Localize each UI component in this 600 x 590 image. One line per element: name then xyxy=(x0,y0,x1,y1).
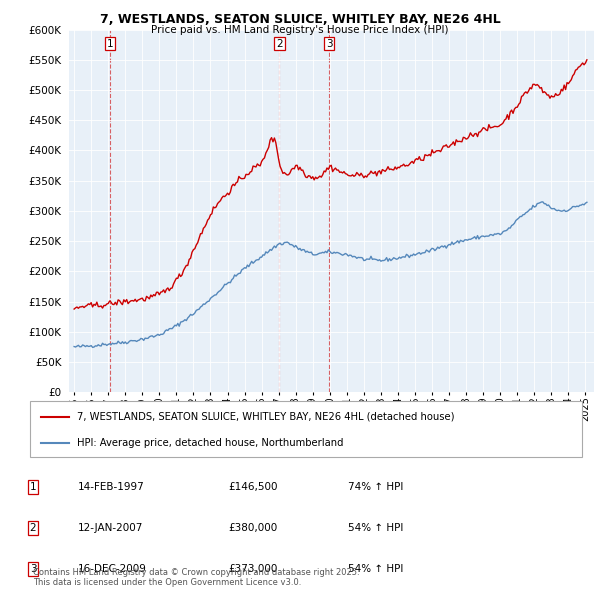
Text: £380,000: £380,000 xyxy=(228,523,277,533)
Text: 1: 1 xyxy=(107,38,113,48)
Text: 3: 3 xyxy=(29,565,37,574)
Text: £373,000: £373,000 xyxy=(228,565,277,574)
Text: 16-DEC-2009: 16-DEC-2009 xyxy=(78,565,147,574)
Text: 14-FEB-1997: 14-FEB-1997 xyxy=(78,482,145,491)
Text: £146,500: £146,500 xyxy=(228,482,277,491)
Text: 3: 3 xyxy=(326,38,332,48)
Text: HPI: Average price, detached house, Northumberland: HPI: Average price, detached house, Nort… xyxy=(77,438,343,448)
Text: 12-JAN-2007: 12-JAN-2007 xyxy=(78,523,143,533)
Text: Contains HM Land Registry data © Crown copyright and database right 2025.
This d: Contains HM Land Registry data © Crown c… xyxy=(33,568,359,587)
Text: 54% ↑ HPI: 54% ↑ HPI xyxy=(348,565,403,574)
FancyBboxPatch shape xyxy=(30,401,582,457)
Text: 7, WESTLANDS, SEATON SLUICE, WHITLEY BAY, NE26 4HL: 7, WESTLANDS, SEATON SLUICE, WHITLEY BAY… xyxy=(100,13,500,26)
Text: 74% ↑ HPI: 74% ↑ HPI xyxy=(348,482,403,491)
Text: 1: 1 xyxy=(29,482,37,491)
Text: 7, WESTLANDS, SEATON SLUICE, WHITLEY BAY, NE26 4HL (detached house): 7, WESTLANDS, SEATON SLUICE, WHITLEY BAY… xyxy=(77,412,454,422)
Text: 54% ↑ HPI: 54% ↑ HPI xyxy=(348,523,403,533)
Text: Price paid vs. HM Land Registry's House Price Index (HPI): Price paid vs. HM Land Registry's House … xyxy=(151,25,449,35)
Text: 2: 2 xyxy=(276,38,283,48)
Text: 2: 2 xyxy=(29,523,37,533)
